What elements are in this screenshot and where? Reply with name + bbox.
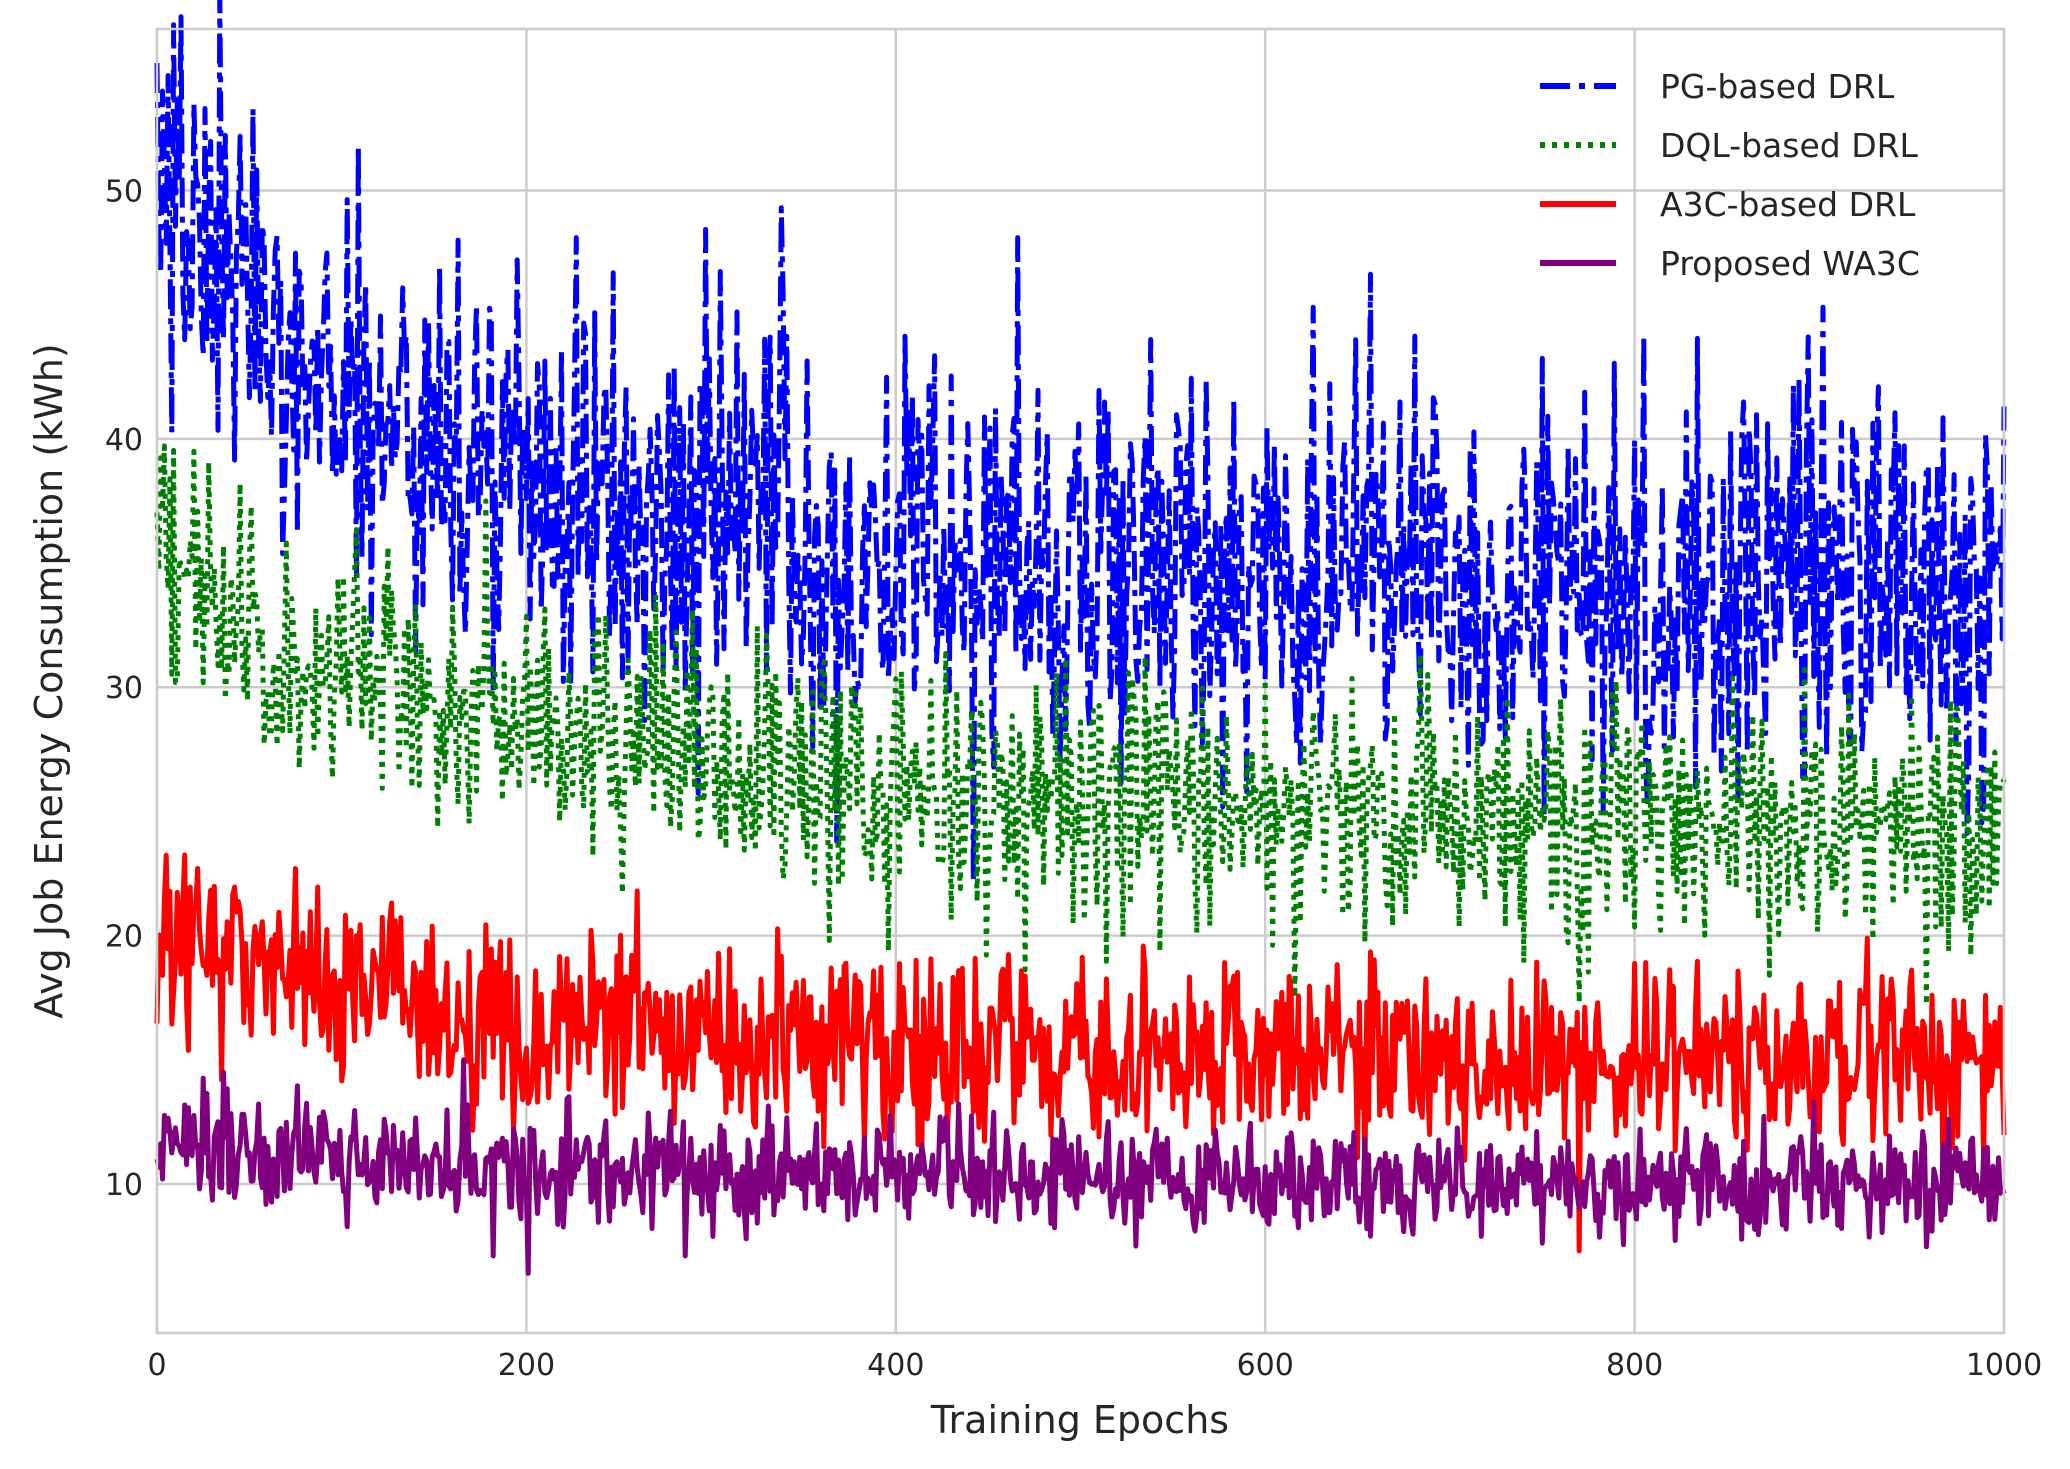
legend-label: A3C-based DRL xyxy=(1660,185,1916,224)
legend: PG-based DRL DQL-based DRL A3C-based DRL Pr… xyxy=(1540,67,1920,283)
y-tick-label: 50 xyxy=(105,174,143,209)
dql-based-drlseries-line xyxy=(154,443,2007,1008)
x-tick-label: 600 xyxy=(1237,1348,1294,1383)
y-tick-label: 40 xyxy=(105,423,143,458)
y-axis-label: Avg Job Energy Consumption (kWh) xyxy=(27,343,71,1018)
plot-frame xyxy=(155,27,2006,1335)
legend-label: Proposed WA3C xyxy=(1660,244,1920,283)
y-tick-label: 30 xyxy=(105,671,143,706)
legend-label: DQL-based DRL xyxy=(1660,126,1919,165)
y-tick-label: 20 xyxy=(105,920,143,955)
x-tick-labels: 0 200 400 600 800 1000 xyxy=(147,1348,2042,1383)
pg-based-drlseries-line xyxy=(154,0,2007,884)
y-tick-labels: 10 20 30 40 50 xyxy=(105,174,143,1203)
x-tick-label: 800 xyxy=(1606,1348,1663,1383)
legend-label: PG-based DRL xyxy=(1660,67,1895,106)
a3c-based-drlseries-line xyxy=(154,852,2007,1254)
series-layer xyxy=(154,0,2007,1276)
x-tick-label: 200 xyxy=(498,1348,555,1383)
proposed-wa3cseries-line xyxy=(154,1057,2007,1276)
x-axis-label: Training Epochs xyxy=(930,1398,1229,1442)
x-tick-label: 0 xyxy=(147,1348,166,1383)
x-tick-label: 400 xyxy=(867,1348,924,1383)
y-tick-label: 10 xyxy=(105,1168,143,1203)
x-tick-label: 1000 xyxy=(1966,1348,2042,1383)
